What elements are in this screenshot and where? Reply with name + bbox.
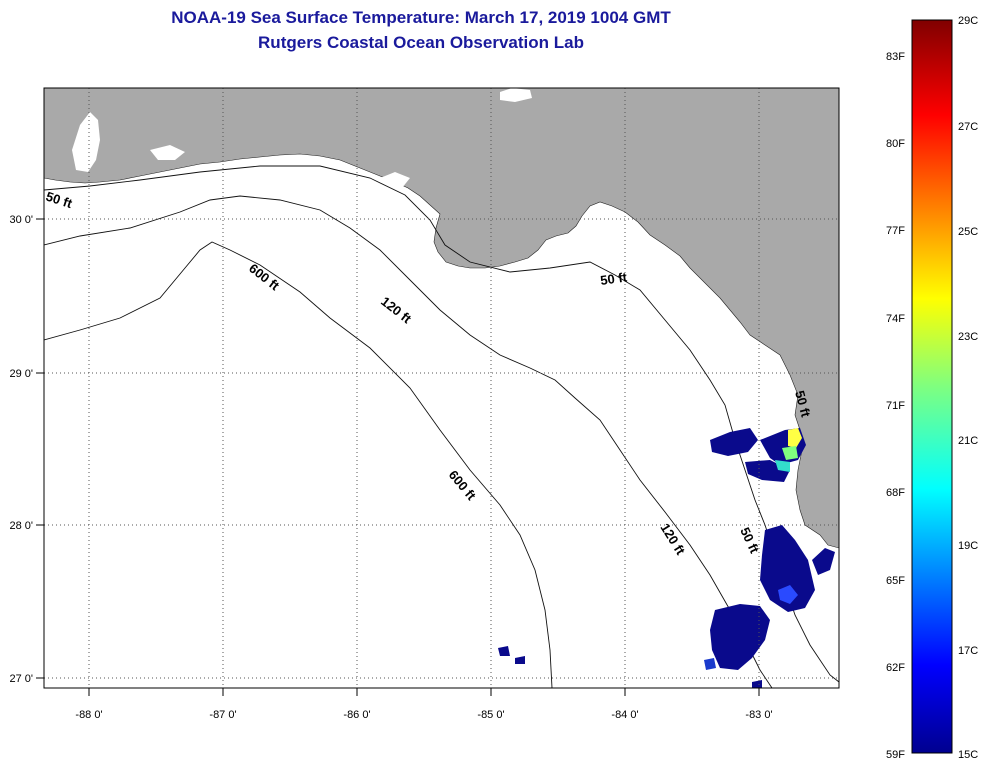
land-mass: [44, 88, 839, 549]
colorbar-f-label: 59F: [886, 749, 905, 761]
bay-choctawhatchee: [150, 145, 185, 160]
grid-lines: [44, 88, 839, 688]
map-frame: [43, 87, 840, 689]
colorbar-f-label: 80F: [886, 138, 905, 150]
map-subtitle: Rutgers Coastal Ocean Observation Lab: [258, 33, 584, 52]
colorbar-f-label: 77F: [886, 225, 905, 237]
colorbar-f-label: 65F: [886, 575, 905, 587]
bottom-ticks: [88, 688, 760, 696]
lat-label: 30 0': [9, 214, 33, 226]
contour-120ft: [44, 195, 773, 688]
colorbar-f-label: 83F: [886, 51, 905, 63]
left-ticks: [36, 218, 44, 679]
colorbar-f-label: 62F: [886, 662, 905, 674]
lon-label: -88 0': [75, 709, 102, 721]
colorbar-c-label: 27C: [958, 121, 978, 133]
lat-label: 29 0': [9, 368, 33, 380]
lon-label: -85 0': [477, 709, 504, 721]
lon-label: -87 0': [209, 709, 236, 721]
colorbar-c-label: 19C: [958, 540, 978, 552]
lon-label: -86 0': [343, 709, 370, 721]
colorbar-c-labels: 29C 27C 25C 23C 21C 19C 17C 15C: [958, 15, 978, 761]
colorbar-c-label: 17C: [958, 645, 978, 657]
contour-600ft: [44, 241, 553, 688]
lon-label: -83 0': [745, 709, 772, 721]
colorbar-c-label: 23C: [958, 331, 978, 343]
colorbar-c-label: 29C: [958, 15, 978, 27]
colorbar-c-label: 21C: [958, 435, 978, 447]
colorbar-f-label: 71F: [886, 400, 905, 412]
contour-label: 50 ft: [792, 389, 814, 419]
contour-label: 50 ft: [599, 269, 628, 288]
lat-label: 27 0': [9, 673, 33, 685]
colorbar-f-label: 68F: [886, 487, 905, 499]
colorbar-c-label: 25C: [958, 226, 978, 238]
lake-small: [500, 88, 532, 102]
colorbar-c-label: 15C: [958, 749, 978, 761]
lon-label: -84 0': [611, 709, 638, 721]
colorbar-f-label: 74F: [886, 313, 905, 325]
sst-data: [498, 428, 835, 688]
colorbar: [911, 19, 953, 754]
lat-label: 28 0': [9, 520, 33, 532]
colorbar-f-labels: 83F 80F 77F 74F 71F 68F 65F 62F 59F: [886, 51, 905, 761]
bay-apalachicola: [380, 172, 410, 188]
bay-pensacola: [72, 112, 100, 172]
map-title: NOAA-19 Sea Surface Temperature: March 1…: [171, 8, 671, 27]
